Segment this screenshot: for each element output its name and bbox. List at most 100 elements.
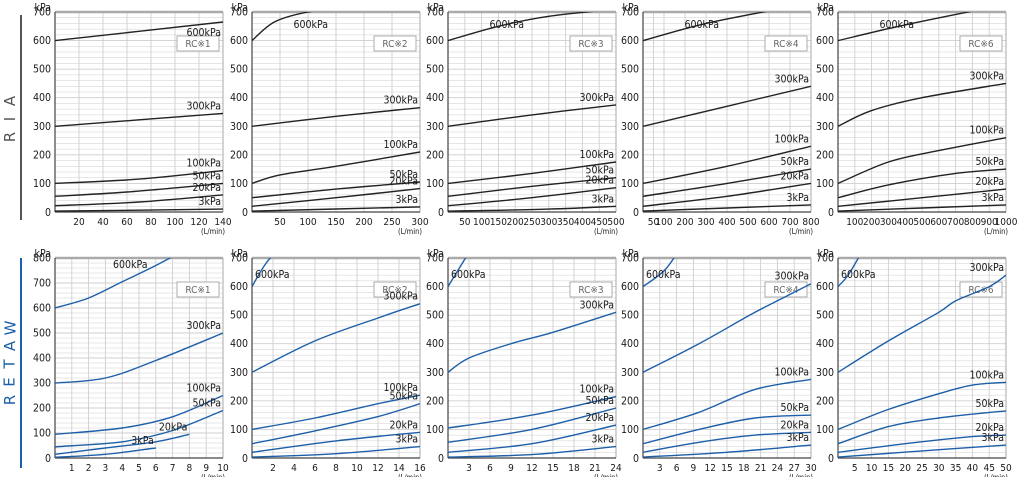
model-tag-box [569, 281, 613, 298]
series-label-300kPa: 300kPa [774, 73, 809, 85]
y-tick-label: 300 [230, 367, 248, 379]
series-line-100kPa [643, 145, 811, 185]
series-label-3kPa: 3kPa [131, 435, 154, 447]
series-label-20kPa: 20kPa [389, 419, 418, 431]
series-line-50kPa [838, 168, 1006, 199]
y-unit-label: kPa [232, 2, 248, 14]
series-label-600kPa: 600kPa [294, 19, 329, 31]
x-tick-label: 8 [333, 463, 339, 474]
series-label-300kPa: 300kPa [579, 299, 614, 311]
series-label-20kPa: 20kPa [159, 421, 188, 433]
series-label-300kPa: 300kPa [383, 291, 418, 303]
series-line-100kPa [643, 378, 811, 431]
series-label-50kPa: 50kPa [389, 391, 418, 403]
series-line-50kPa [252, 181, 420, 199]
series-label-20kPa: 20kPa [780, 170, 809, 182]
model-tag-box [373, 35, 417, 52]
y-tick-label: 400 [621, 338, 639, 350]
x-tick-label: 60 [121, 217, 133, 228]
x-tick-label: 18 [738, 463, 750, 474]
y-unit-label: kPa [428, 248, 444, 260]
model-tag-box [569, 35, 613, 52]
y-unit-label: kPa [232, 248, 248, 260]
series-line-3kPa [55, 447, 156, 458]
y-tick-label: 300 [230, 121, 248, 133]
x-tick-label: 5 [136, 463, 142, 474]
x-tick-label: 24 [610, 463, 622, 474]
series-line-50kPa [448, 407, 616, 443]
series-line-3kPa [55, 208, 223, 212]
y-tick-label: 100 [816, 424, 834, 436]
series-line-50kPa [448, 177, 616, 197]
x-tick-label: 6 [487, 463, 493, 474]
series-label-300kPa: 300kPa [579, 92, 614, 104]
y-tick-label: 600 [816, 35, 834, 47]
series-label-100kPa: 100kPa [186, 383, 221, 395]
y-tick-label: 600 [426, 281, 444, 293]
x-tick-label: 6 [312, 463, 318, 474]
y-tick-label: 0 [242, 207, 248, 219]
model-tag-box [959, 35, 1003, 52]
series-line-20kPa [643, 431, 811, 453]
y-tick-label: 300 [816, 367, 834, 379]
x-tick-label: 100 [299, 217, 316, 228]
series-line-50kPa [55, 409, 223, 448]
model-tag: RC※1 [185, 285, 210, 296]
series-line-300kPa [252, 303, 420, 373]
y-unit-label: kPa [623, 2, 639, 14]
series-label-50kPa: 50kPa [975, 156, 1004, 168]
x-unit-label: (L/min) [789, 227, 813, 236]
x-unit-label: (L/min) [594, 473, 618, 477]
y-tick-label: 200 [33, 149, 51, 161]
y-tick-label: 700 [230, 7, 248, 19]
x-tick-label: 6 [153, 463, 159, 474]
x-tick-label: 3 [657, 463, 663, 474]
series-line-300kPa [643, 85, 811, 127]
x-tick-label: 4 [291, 463, 297, 474]
series-line-20kPa [252, 431, 420, 453]
series-label-300kPa: 300kPa [774, 271, 809, 283]
chart-water-4: 100 200 300 400 500 600 700 0 kPa 3 6 9 12 15 18 21 24 27… [621, 248, 817, 477]
series-line-3kPa [252, 445, 420, 458]
y-tick-label: 200 [230, 149, 248, 161]
series-line-3kPa [448, 445, 616, 458]
series-line-600kPa [55, 21, 223, 42]
x-unit-label: (L/min) [984, 227, 1008, 236]
series-line-100kPa [838, 137, 1006, 185]
x-tick-label: 800 [802, 217, 819, 228]
series-label-100kPa: 100kPa [969, 125, 1004, 137]
x-tick-label: 3 [103, 463, 109, 474]
y-tick-label: 600 [621, 281, 639, 293]
series-line-20kPa [252, 187, 420, 207]
series-line-300kPa [838, 82, 1006, 127]
x-unit-label: (L/min) [594, 227, 618, 236]
y-tick-label: 500 [426, 64, 444, 76]
x-tick-label: 20 [73, 217, 85, 228]
y-tick-label: 600 [33, 303, 51, 315]
x-unit-label: (L/min) [201, 227, 225, 236]
chart-water-5: 100 200 300 400 500 600 700 0 kPa 5 10 15 20 25 30 35 40… [816, 248, 1012, 477]
series-line-600kPa [252, 12, 313, 42]
x-tick-label: 450 [591, 217, 608, 228]
model-tag: RC※6 [968, 39, 994, 50]
x-tick-label: 500 [607, 217, 624, 228]
series-label-600kPa: 600kPa [113, 259, 148, 271]
series-label-600kPa: 600kPa [646, 269, 681, 281]
series-label-50kPa: 50kPa [585, 395, 614, 407]
series-label-20kPa: 20kPa [389, 176, 418, 188]
series-line-300kPa [55, 112, 223, 127]
y-tick-label: 0 [438, 207, 444, 219]
series-label-3kPa: 3kPa [982, 192, 1005, 204]
y-unit-label: kPa [623, 248, 639, 260]
x-tick-label: 12 [704, 463, 715, 474]
x-tick-label: 10 [351, 463, 363, 474]
x-tick-label: 14 [393, 463, 405, 474]
series-label-50kPa: 50kPa [780, 402, 809, 414]
series-label-50kPa: 50kPa [389, 169, 418, 181]
series-label-100kPa: 100kPa [186, 158, 221, 170]
y-tick-label: 0 [242, 453, 248, 465]
y-tick-label: 300 [621, 121, 639, 133]
